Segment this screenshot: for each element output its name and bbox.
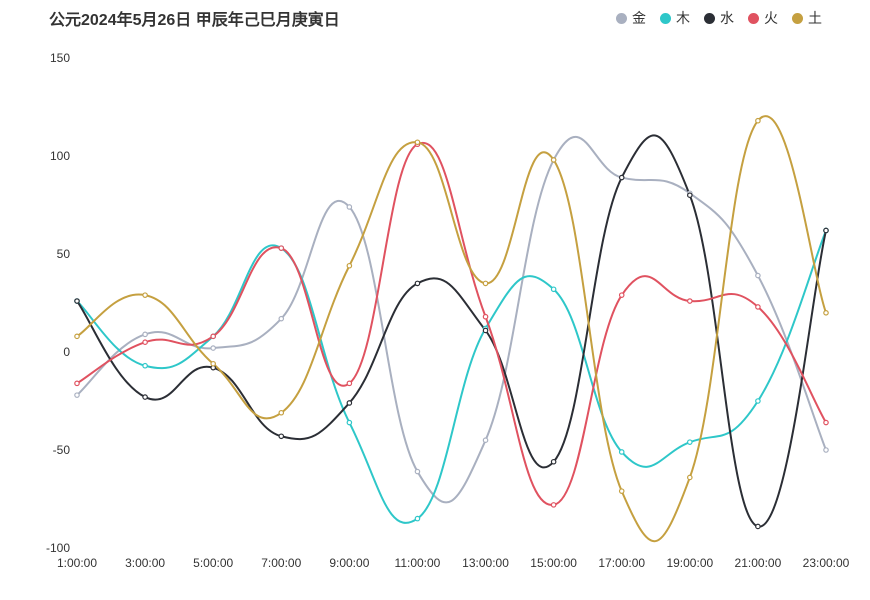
x-tick-label: 7:00:00 (261, 556, 301, 570)
legend-marker-icon (792, 12, 803, 24)
y-tick-label: 100 (50, 149, 70, 163)
data-point (687, 298, 693, 304)
x-tick-label: 1:00:00 (57, 556, 97, 570)
x-tick-label: 15:00:00 (530, 556, 577, 570)
data-point (550, 502, 557, 508)
legend-item-earth[interactable]: 土 (792, 8, 822, 28)
series-line (76, 115, 827, 543)
series-line (76, 230, 827, 524)
data-point (823, 227, 829, 234)
data-point (414, 515, 421, 522)
legend-label: 木 (676, 10, 690, 26)
data-point (550, 286, 557, 293)
data-point (618, 174, 625, 181)
x-tick-label: 9:00:00 (329, 556, 369, 570)
data-point (823, 419, 829, 426)
legend-label: 土 (808, 10, 822, 26)
data-point (687, 439, 693, 445)
y-tick-label: -50 (53, 443, 71, 457)
data-point (278, 433, 285, 440)
y-tick-label: 50 (57, 247, 71, 261)
data-point (550, 157, 557, 163)
x-tick-label: 21:00:00 (735, 556, 782, 570)
data-point (74, 298, 80, 304)
legend-marker-icon (660, 12, 671, 24)
data-point (346, 204, 353, 210)
data-point (755, 304, 761, 310)
x-tick-label: 11:00:00 (395, 556, 441, 570)
data-point (210, 333, 216, 340)
data-point (755, 523, 761, 530)
y-tick-label: 150 (50, 51, 70, 65)
data-point (142, 331, 148, 338)
data-point (346, 380, 353, 387)
data-point (414, 468, 421, 475)
legend-marker-icon (704, 12, 715, 24)
x-tick-label: 17:00:00 (598, 556, 645, 570)
data-point (755, 398, 761, 404)
data-point (210, 345, 216, 351)
data-point (550, 458, 557, 465)
chart-title: 公元2024年5月26日 甲辰年己巳月庚寅日 (49, 12, 340, 29)
data-point (687, 192, 693, 199)
data-point (482, 313, 489, 320)
data-point (278, 245, 285, 251)
series-line (76, 135, 827, 504)
data-point (618, 292, 625, 298)
data-point (142, 292, 148, 298)
legend-item-wood[interactable]: 木 (660, 8, 690, 28)
data-point (142, 339, 148, 346)
data-point (618, 488, 625, 494)
series-line (76, 141, 827, 506)
data-point (346, 400, 353, 406)
data-point (74, 392, 80, 398)
data-point (210, 360, 216, 367)
data-point (414, 139, 421, 146)
x-tick-label: 23:00:00 (803, 556, 850, 570)
data-point (74, 333, 80, 340)
data-point (618, 449, 625, 455)
data-point (755, 117, 761, 124)
y-tick-label: -100 (46, 541, 70, 555)
x-tick-label: 5:00:00 (193, 556, 233, 570)
data-point (74, 380, 80, 387)
legend-label: 水 (720, 10, 734, 26)
x-tick-label: 3:00:00 (125, 556, 165, 570)
data-point (346, 419, 353, 426)
legend-item-fire[interactable]: 火 (748, 8, 778, 28)
data-point (823, 447, 829, 453)
data-point (278, 409, 285, 416)
legend-item-water[interactable]: 水 (704, 8, 734, 28)
legend-label: 火 (764, 10, 778, 26)
data-point (346, 262, 353, 269)
x-tick-label: 13:00:00 (462, 556, 509, 570)
data-point (687, 474, 693, 481)
legend-marker-icon (616, 12, 627, 24)
data-point (482, 280, 489, 287)
legend-label: 金 (632, 10, 646, 26)
y-tick-label: 0 (63, 345, 70, 359)
chart-legend: 金 木 水 火 土 (616, 8, 822, 28)
data-point (482, 437, 489, 444)
data-point (414, 280, 421, 287)
legend-marker-icon (748, 12, 759, 24)
data-point (278, 315, 285, 322)
data-point (823, 309, 829, 316)
legend-item-metal[interactable]: 金 (616, 8, 646, 28)
data-point (142, 394, 148, 400)
data-point (482, 327, 489, 334)
data-point (142, 362, 148, 369)
x-tick-label: 19:00:00 (666, 556, 713, 570)
data-point (755, 272, 761, 279)
